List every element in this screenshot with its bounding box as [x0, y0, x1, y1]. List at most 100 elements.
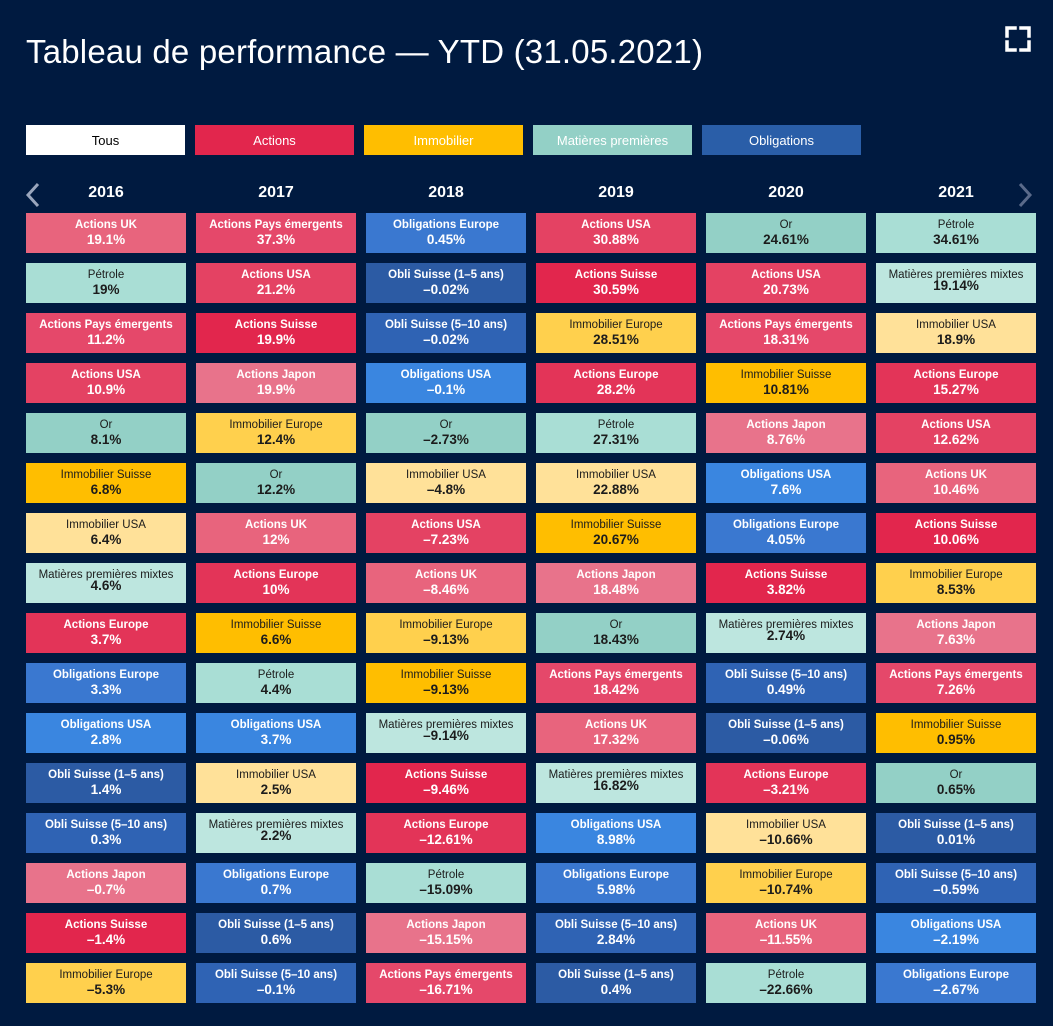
perf-cell[interactable]: Actions USA –7.23%	[366, 513, 526, 553]
perf-cell[interactable]: Obli Suisse (5–10 ans) –0.1%	[196, 963, 356, 1003]
perf-cell[interactable]: Obli Suisse (1–5 ans) 1.4%	[26, 763, 186, 803]
perf-cell[interactable]: Or 8.1%	[26, 413, 186, 453]
perf-cell[interactable]: Pétrole 19%	[26, 263, 186, 303]
perf-cell[interactable]: Actions UK 10.46%	[876, 463, 1036, 503]
perf-cell[interactable]: Obligations Europe 0.7%	[196, 863, 356, 903]
perf-cell[interactable]: Obli Suisse (5–10 ans) 0.3%	[26, 813, 186, 853]
perf-cell[interactable]: Obligations Europe 5.98%	[536, 863, 696, 903]
perf-cell[interactable]: Obli Suisse (5–10 ans) –0.59%	[876, 863, 1036, 903]
perf-cell[interactable]: Immobilier USA 2.5%	[196, 763, 356, 803]
perf-cell[interactable]: Actions USA 21.2%	[196, 263, 356, 303]
perf-cell[interactable]: Actions Europe 15.27%	[876, 363, 1036, 403]
perf-cell[interactable]: Actions Suisse 30.59%	[536, 263, 696, 303]
perf-cell[interactable]: Actions Pays émergents 7.26%	[876, 663, 1036, 703]
perf-cell[interactable]: Immobilier Suisse 0.95%	[876, 713, 1036, 753]
perf-cell[interactable]: Actions UK –11.55%	[706, 913, 866, 953]
perf-cell[interactable]: Obligations USA –0.1%	[366, 363, 526, 403]
chevron-right-icon[interactable]	[1016, 181, 1034, 209]
perf-cell[interactable]: Immobilier Europe –9.13%	[366, 613, 526, 653]
perf-cell[interactable]: Pétrole 4.4%	[196, 663, 356, 703]
perf-cell[interactable]: Obligations Europe 0.45%	[366, 213, 526, 253]
perf-cell[interactable]: Actions USA 30.88%	[536, 213, 696, 253]
perf-cell[interactable]: Immobilier USA 6.4%	[26, 513, 186, 553]
perf-cell[interactable]: Actions USA 12.62%	[876, 413, 1036, 453]
perf-cell[interactable]: Immobilier Europe 28.51%	[536, 313, 696, 353]
perf-cell[interactable]: Matières premières mixtes 2.2%	[196, 813, 356, 853]
perf-cell[interactable]: Actions Pays émergents 37.3%	[196, 213, 356, 253]
perf-cell[interactable]: Matières premières mixtes 4.6%	[26, 563, 186, 603]
perf-cell[interactable]: Obli Suisse (1–5 ans) 0.4%	[536, 963, 696, 1003]
fullscreen-icon[interactable]	[1005, 26, 1031, 52]
perf-cell[interactable]: Immobilier USA –10.66%	[706, 813, 866, 853]
perf-cell[interactable]: Immobilier USA 22.88%	[536, 463, 696, 503]
filter-matieres-button[interactable]: Matières premières	[533, 125, 692, 155]
perf-cell[interactable]: Actions Europe 10%	[196, 563, 356, 603]
perf-cell[interactable]: Actions UK 12%	[196, 513, 356, 553]
perf-cell[interactable]: Actions Japon 8.76%	[706, 413, 866, 453]
perf-cell[interactable]: Actions USA 20.73%	[706, 263, 866, 303]
perf-cell[interactable]: Matières premières mixtes –9.14%	[366, 713, 526, 753]
perf-cell[interactable]: Actions UK 19.1%	[26, 213, 186, 253]
filter-all-button[interactable]: Tous	[26, 125, 185, 155]
perf-cell[interactable]: Actions Europe 3.7%	[26, 613, 186, 653]
perf-cell[interactable]: Obligations USA –2.19%	[876, 913, 1036, 953]
perf-cell[interactable]: Pétrole –22.66%	[706, 963, 866, 1003]
perf-cell[interactable]: Obligations Europe 4.05%	[706, 513, 866, 553]
perf-cell[interactable]: Immobilier USA –4.8%	[366, 463, 526, 503]
perf-cell[interactable]: Obli Suisse (1–5 ans) 0.01%	[876, 813, 1036, 853]
perf-cell[interactable]: Actions Suisse 19.9%	[196, 313, 356, 353]
perf-cell[interactable]: Actions Suisse 3.82%	[706, 563, 866, 603]
perf-cell[interactable]: Obli Suisse (5–10 ans) 2.84%	[536, 913, 696, 953]
perf-cell[interactable]: Or 0.65%	[876, 763, 1036, 803]
perf-cell[interactable]: Actions UK –8.46%	[366, 563, 526, 603]
filter-actions-button[interactable]: Actions	[195, 125, 354, 155]
perf-cell[interactable]: Actions Suisse 10.06%	[876, 513, 1036, 553]
perf-cell[interactable]: Pétrole –15.09%	[366, 863, 526, 903]
perf-cell[interactable]: Obligations USA 3.7%	[196, 713, 356, 753]
perf-cell[interactable]: Immobilier Europe –10.74%	[706, 863, 866, 903]
perf-cell[interactable]: Or 24.61%	[706, 213, 866, 253]
perf-cell[interactable]: Obli Suisse (1–5 ans) 0.6%	[196, 913, 356, 953]
filter-immobilier-button[interactable]: Immobilier	[364, 125, 523, 155]
perf-cell[interactable]: Immobilier Europe 8.53%	[876, 563, 1036, 603]
perf-cell[interactable]: Immobilier Europe –5.3%	[26, 963, 186, 1003]
perf-cell[interactable]: Or 12.2%	[196, 463, 356, 503]
perf-cell[interactable]: Matières premières mixtes 16.82%	[536, 763, 696, 803]
perf-cell[interactable]: Actions Japon 18.48%	[536, 563, 696, 603]
perf-cell[interactable]: Actions Europe –3.21%	[706, 763, 866, 803]
perf-cell[interactable]: Pétrole 27.31%	[536, 413, 696, 453]
perf-cell[interactable]: Or –2.73%	[366, 413, 526, 453]
chevron-left-icon[interactable]	[24, 181, 42, 209]
perf-cell[interactable]: Actions Pays émergents –16.71%	[366, 963, 526, 1003]
perf-cell[interactable]: Obligations USA 2.8%	[26, 713, 186, 753]
perf-cell[interactable]: Actions Japon –15.15%	[366, 913, 526, 953]
perf-cell[interactable]: Actions Suisse –1.4%	[26, 913, 186, 953]
perf-cell[interactable]: Obli Suisse (5–10 ans) –0.02%	[366, 313, 526, 353]
perf-cell[interactable]: Immobilier Suisse 20.67%	[536, 513, 696, 553]
perf-cell[interactable]: Obligations USA 8.98%	[536, 813, 696, 853]
perf-cell[interactable]: Actions Suisse –9.46%	[366, 763, 526, 803]
perf-cell[interactable]: Immobilier Suisse –9.13%	[366, 663, 526, 703]
perf-cell[interactable]: Actions Japon –0.7%	[26, 863, 186, 903]
perf-cell[interactable]: Immobilier USA 18.9%	[876, 313, 1036, 353]
perf-cell[interactable]: Obligations USA 7.6%	[706, 463, 866, 503]
perf-cell[interactable]: Actions Europe 28.2%	[536, 363, 696, 403]
filter-obligations-button[interactable]: Obligations	[702, 125, 861, 155]
perf-cell[interactable]: Or 18.43%	[536, 613, 696, 653]
perf-cell[interactable]: Actions Pays émergents 18.42%	[536, 663, 696, 703]
perf-cell[interactable]: Actions USA 10.9%	[26, 363, 186, 403]
perf-cell[interactable]: Pétrole 34.61%	[876, 213, 1036, 253]
perf-cell[interactable]: Actions Japon 7.63%	[876, 613, 1036, 653]
perf-cell[interactable]: Obli Suisse (1–5 ans) –0.06%	[706, 713, 866, 753]
perf-cell[interactable]: Obligations Europe –2.67%	[876, 963, 1036, 1003]
perf-cell[interactable]: Immobilier Suisse 6.6%	[196, 613, 356, 653]
perf-cell[interactable]: Actions Pays émergents 18.31%	[706, 313, 866, 353]
perf-cell[interactable]: Immobilier Suisse 6.8%	[26, 463, 186, 503]
perf-cell[interactable]: Matières premières mixtes 19.14%	[876, 263, 1036, 303]
perf-cell[interactable]: Obli Suisse (5–10 ans) 0.49%	[706, 663, 866, 703]
perf-cell[interactable]: Actions UK 17.32%	[536, 713, 696, 753]
perf-cell[interactable]: Actions Europe –12.61%	[366, 813, 526, 853]
perf-cell[interactable]: Immobilier Suisse 10.81%	[706, 363, 866, 403]
perf-cell[interactable]: Actions Pays émergents 11.2%	[26, 313, 186, 353]
perf-cell[interactable]: Obligations Europe 3.3%	[26, 663, 186, 703]
